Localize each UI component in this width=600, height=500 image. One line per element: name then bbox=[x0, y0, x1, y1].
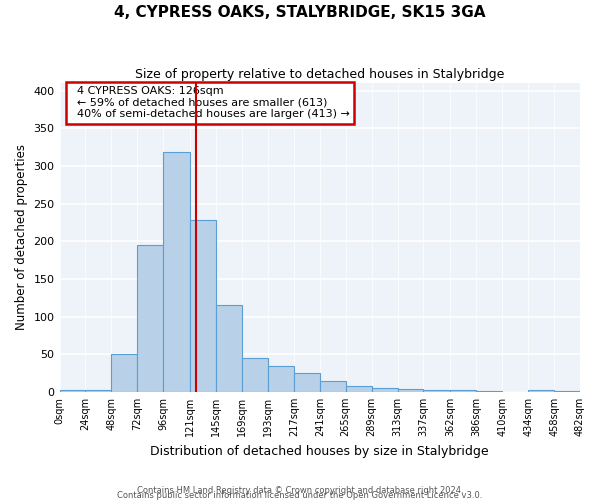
Bar bbox=[528, 390, 554, 392]
Bar bbox=[554, 391, 580, 392]
Bar bbox=[268, 366, 294, 392]
Bar bbox=[320, 380, 346, 392]
Bar bbox=[216, 304, 242, 392]
X-axis label: Distribution of detached houses by size in Stalybridge: Distribution of detached houses by size … bbox=[151, 444, 489, 458]
Bar bbox=[163, 152, 190, 392]
Bar bbox=[137, 245, 163, 392]
Text: Contains HM Land Registry data © Crown copyright and database right 2024.: Contains HM Land Registry data © Crown c… bbox=[137, 486, 463, 495]
Text: 4 CYPRESS OAKS: 126sqm
  ← 59% of detached houses are smaller (613)
  40% of sem: 4 CYPRESS OAKS: 126sqm ← 59% of detached… bbox=[70, 86, 350, 120]
Bar bbox=[85, 390, 112, 392]
Bar bbox=[346, 386, 371, 392]
Bar bbox=[294, 373, 320, 392]
Bar bbox=[424, 390, 451, 392]
Y-axis label: Number of detached properties: Number of detached properties bbox=[15, 144, 28, 330]
Title: Size of property relative to detached houses in Stalybridge: Size of property relative to detached ho… bbox=[135, 68, 505, 80]
Bar bbox=[398, 389, 424, 392]
Bar bbox=[59, 390, 85, 392]
Bar bbox=[371, 388, 398, 392]
Bar bbox=[190, 220, 216, 392]
Bar bbox=[476, 391, 502, 392]
Bar bbox=[242, 358, 268, 392]
Bar bbox=[451, 390, 476, 392]
Bar bbox=[112, 354, 137, 392]
Text: Contains public sector information licensed under the Open Government Licence v3: Contains public sector information licen… bbox=[118, 490, 482, 500]
Text: 4, CYPRESS OAKS, STALYBRIDGE, SK15 3GA: 4, CYPRESS OAKS, STALYBRIDGE, SK15 3GA bbox=[114, 5, 486, 20]
